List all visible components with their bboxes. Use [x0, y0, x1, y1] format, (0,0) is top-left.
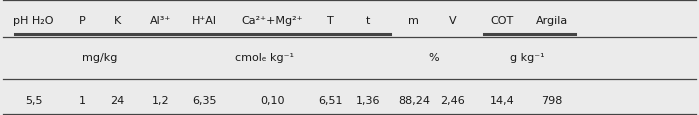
Text: Al³⁺: Al³⁺	[150, 16, 171, 26]
Text: %: %	[428, 53, 439, 62]
Text: 5,5: 5,5	[24, 95, 43, 105]
Text: Argila: Argila	[536, 16, 568, 26]
Text: COT: COT	[490, 16, 514, 26]
Text: 6,35: 6,35	[192, 95, 217, 105]
Text: 1,36: 1,36	[355, 95, 380, 105]
Text: H⁺Al: H⁺Al	[192, 16, 217, 26]
Text: T: T	[327, 16, 334, 26]
Text: cmolₑ kg⁻¹: cmolₑ kg⁻¹	[235, 53, 294, 62]
Text: mg/kg: mg/kg	[82, 53, 117, 62]
Text: P: P	[79, 16, 86, 26]
Text: pH H₂O: pH H₂O	[13, 16, 54, 26]
Text: g kg⁻¹: g kg⁻¹	[510, 53, 545, 62]
Text: V: V	[449, 16, 456, 26]
Text: 2,46: 2,46	[440, 95, 466, 105]
Text: t: t	[366, 16, 370, 26]
Text: 88,24: 88,24	[398, 95, 430, 105]
Text: 1: 1	[79, 95, 86, 105]
Text: 0,10: 0,10	[260, 95, 285, 105]
Text: 798: 798	[542, 95, 563, 105]
Text: 14,4: 14,4	[489, 95, 514, 105]
Text: 1,2: 1,2	[152, 95, 170, 105]
Text: m: m	[408, 16, 419, 26]
Text: Ca²⁺+Mg²⁺: Ca²⁺+Mg²⁺	[242, 16, 303, 26]
Text: 6,51: 6,51	[318, 95, 343, 105]
Text: K: K	[114, 16, 121, 26]
Text: 24: 24	[110, 95, 124, 105]
